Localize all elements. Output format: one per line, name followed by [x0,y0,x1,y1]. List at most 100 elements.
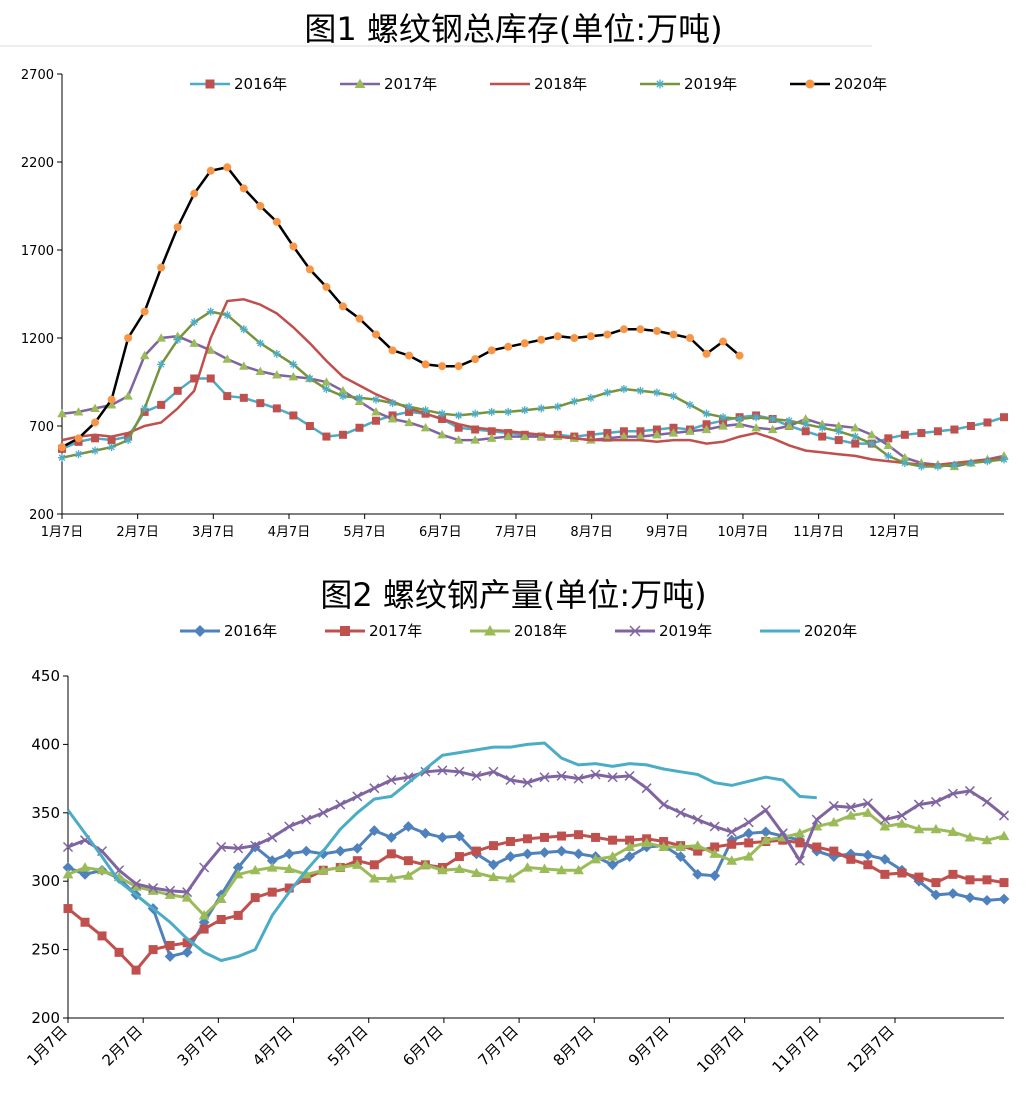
data-point [190,318,199,327]
data-point [57,408,67,418]
x-tick-label: 1月7日 [41,525,84,540]
data-point [760,834,772,845]
data-point [505,837,515,847]
data-point [818,432,827,441]
data-point [768,414,777,423]
data-point [570,334,579,342]
data-point [863,860,873,870]
data-point [232,862,244,873]
data-point [636,427,645,436]
data-point [686,400,694,409]
data-point [900,458,909,467]
data-point [182,887,193,898]
data-point [266,862,278,872]
data-point [834,427,843,436]
data-point [726,855,738,865]
data-point [692,840,704,850]
data-point [368,825,380,836]
data-point [283,863,295,873]
data-point [727,839,737,849]
data-point [624,770,635,781]
y-tick-label: 1700 [21,244,54,259]
data-point [62,862,74,873]
data-point [338,386,348,395]
data-point [833,421,844,430]
data-point [726,826,737,837]
data-point [624,841,635,852]
x-tick-label: 2月7日 [99,1022,146,1069]
x-tick-label: 9月7日 [625,1022,672,1069]
series-line [66,741,817,963]
y-tick-label: 400 [31,735,60,753]
data-point [165,940,175,950]
x-tick-label: 6月7日 [399,1022,446,1069]
data-point [998,810,1010,821]
data-point [272,370,282,379]
data-point [335,799,346,810]
data-point [352,791,363,802]
data-point [896,810,907,821]
chart2-title: 图2 螺纹钢产量(单位:万吨) [320,576,707,614]
data-point [300,845,312,857]
legend-marker [340,626,350,636]
legend-marker [354,78,366,89]
data-point [917,462,926,471]
data-point [966,458,975,467]
data-point [487,427,496,436]
data-point [338,430,347,439]
data-point [338,392,347,401]
legend-label: 2018年 [514,622,567,640]
data-point [505,851,516,862]
data-point [851,432,860,441]
series-2020年 [66,741,817,963]
data-point [91,418,100,427]
data-point [454,863,465,873]
data-point [453,435,464,444]
data-point [232,868,244,879]
legend-marker [655,79,665,89]
data-point [965,875,975,885]
data-point [215,893,227,904]
data-point [107,395,116,404]
data-point [216,915,226,925]
series-line [67,768,1005,894]
data-point [933,427,942,436]
data-point [386,774,397,785]
data-point [385,832,397,843]
data-point [471,355,480,364]
data-point [140,404,149,413]
data-point [818,423,827,432]
data-point [801,427,810,436]
data-point [182,938,192,948]
data-point [372,395,380,404]
data-point [454,362,463,371]
series-line [61,298,1005,466]
data-point [702,349,711,358]
data-point [591,832,601,842]
data-point [369,783,380,794]
data-point [157,263,166,272]
data-point [223,163,232,172]
data-point [794,827,806,838]
data-point [106,400,117,409]
data-point [669,423,678,432]
data-point [283,848,295,860]
data-point [369,860,379,870]
data-point [743,851,755,861]
data-point [256,202,265,210]
data-point [1000,455,1008,464]
data-point [734,419,745,428]
data-point [157,360,166,369]
data-point [334,862,346,872]
data-point [900,452,910,462]
y-tick-label: 450 [31,667,60,685]
data-point [800,414,811,423]
data-point [947,888,959,899]
legend-marker [629,625,641,637]
data-point [63,904,73,914]
data-point [334,845,346,857]
data-point [982,875,992,885]
data-point [405,351,414,360]
data-point [641,837,653,847]
legend-label: 2016年 [224,622,277,640]
